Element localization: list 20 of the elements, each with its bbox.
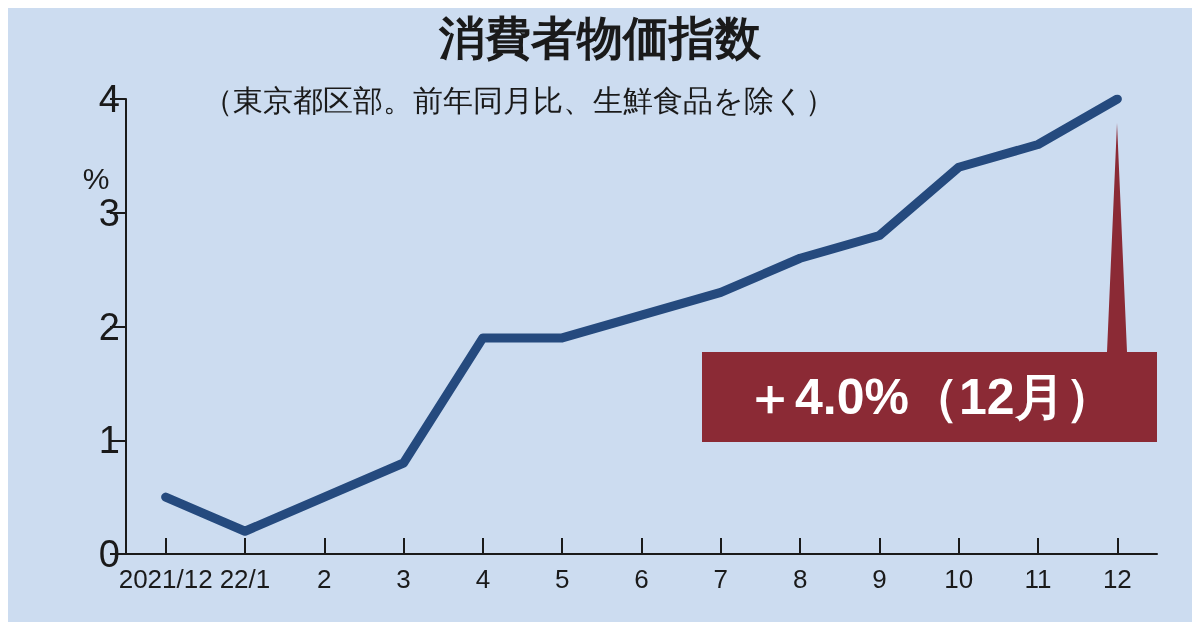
chart-subtitle: （東京都区部。前年同月比、生鮮食品を除く） — [203, 83, 835, 117]
y-tick-label: 0 — [98, 533, 120, 575]
y-tick-label: 4 — [98, 78, 120, 120]
chart-title: 消費者物価指数 — [438, 12, 762, 64]
x-tick-label: 6 — [634, 564, 649, 594]
x-tick-label: 3 — [396, 564, 411, 594]
x-tick-label: 22/1 — [219, 564, 271, 594]
x-tick-label: 11 — [1024, 564, 1052, 594]
x-tick-label: 8 — [792, 564, 808, 594]
x-tick-label: 5 — [554, 564, 570, 594]
x-tick-label: 4 — [475, 564, 491, 594]
annotation: ＋4.0%（12月） — [745, 367, 1115, 427]
x-tick-label: 7 — [713, 564, 729, 594]
x-tick-label: 2021/12 — [118, 564, 213, 594]
x-tick-label: 12 — [1102, 564, 1132, 594]
x-tick-label: 10 — [944, 564, 974, 594]
y-tick-label: 2 — [98, 305, 120, 348]
y-tick-label: 1 — [98, 419, 120, 462]
x-tick-label: 9 — [872, 564, 887, 594]
x-tick-label: 2 — [317, 564, 332, 594]
